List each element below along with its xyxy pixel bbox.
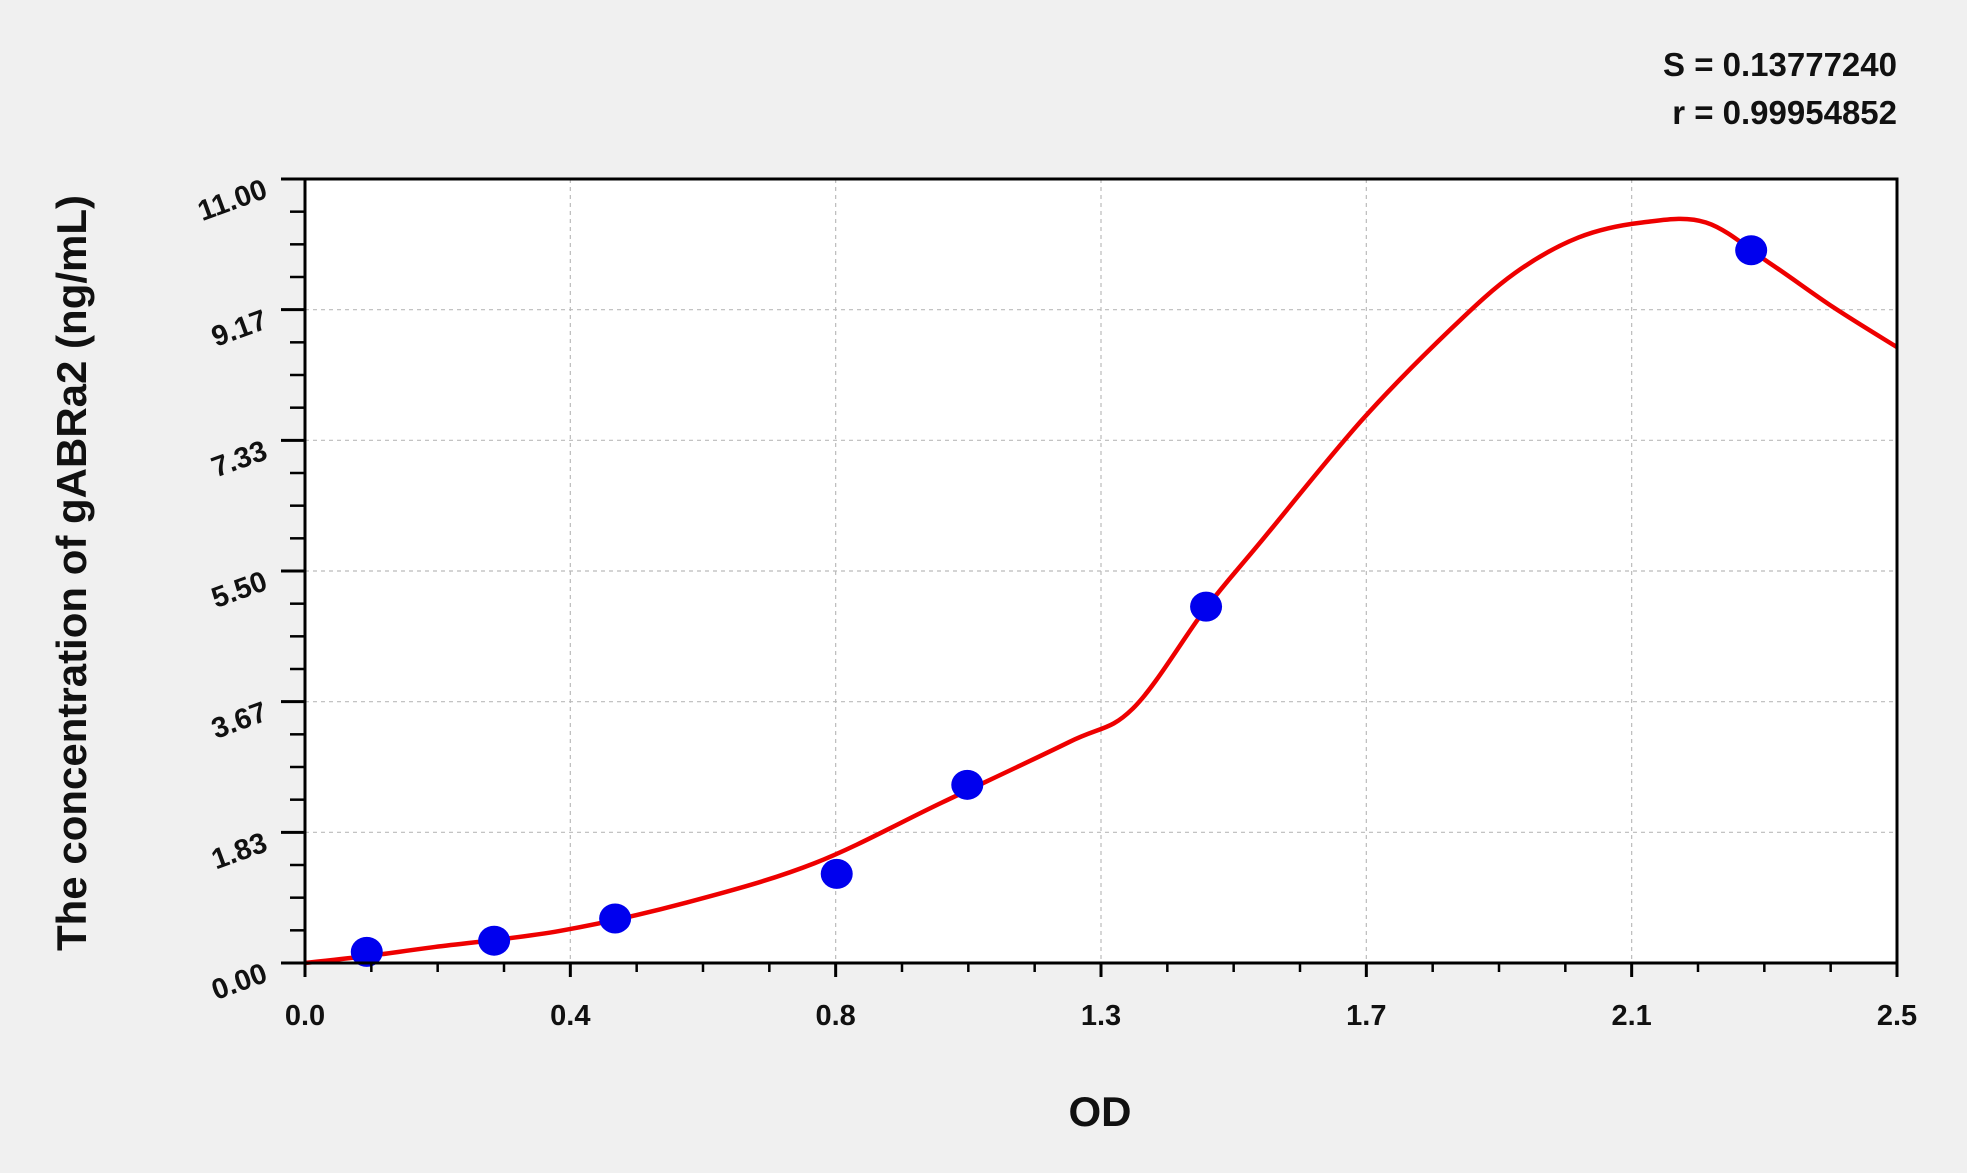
x-tick-label: 1.7 (1346, 1000, 1386, 1032)
y-tick-label: 0.00 (207, 958, 271, 1007)
y-tick-label: 9.17 (207, 304, 271, 353)
data-point (1735, 235, 1768, 266)
y-tick-label: 1.83 (207, 827, 271, 876)
y-tick-label: 3.67 (207, 696, 271, 745)
data-point (599, 903, 632, 934)
x-tick-label: 1.3 (1081, 1000, 1121, 1032)
x-tick-label: 2.5 (1877, 1000, 1917, 1032)
data-point (478, 925, 511, 956)
y-tick-label: 7.33 (207, 435, 271, 484)
data-point (1190, 591, 1223, 622)
x-tick-label: 0.4 (550, 1000, 590, 1032)
data-point (350, 936, 383, 967)
x-tick-label: 0.0 (285, 1000, 325, 1032)
y-axis-label: The concentration of gABRa2 (ng/mL) (48, 195, 95, 951)
y-tick-label: 5.50 (207, 566, 271, 615)
stat-r: r = 0.99954852 (1672, 94, 1897, 131)
y-tick-label: 11.00 (194, 174, 272, 228)
stat-s: S = 0.13777240 (1663, 46, 1897, 83)
data-point (820, 858, 853, 889)
x-tick-label: 2.1 (1612, 1000, 1652, 1032)
grid (305, 179, 1897, 963)
data-point (951, 769, 984, 800)
x-tick-label: 0.8 (816, 1000, 856, 1032)
x-axis-label: OD (1069, 1088, 1132, 1135)
ticks (281, 177, 1899, 977)
